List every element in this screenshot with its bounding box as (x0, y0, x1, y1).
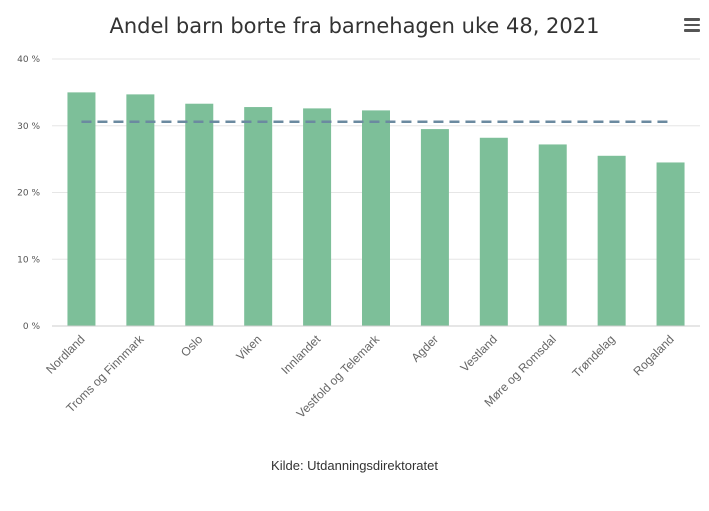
x-tick-label: Trøndelag (569, 332, 617, 380)
x-tick-label: Nordland (43, 332, 87, 376)
bar-nordland (67, 92, 96, 326)
x-tick-label: Oslo (178, 332, 206, 360)
x-tick-label: Vestland (457, 332, 499, 374)
y-tick-label: 20 % (17, 189, 40, 199)
y-tick-label: 30 % (17, 122, 40, 132)
source-note: Kilde: Utdanningsdirektoratet (271, 458, 438, 473)
y-tick-label: 40 % (17, 55, 40, 65)
x-tick-label: Rogaland (630, 332, 676, 378)
bar-viken (244, 107, 273, 326)
bar-innlandet (303, 108, 332, 327)
bar-oslo (185, 103, 214, 326)
bar-vestland (479, 137, 508, 326)
y-tick-label: 0 % (23, 322, 41, 332)
chart-title: Andel barn borte fra barnehagen uke 48, … (109, 14, 600, 38)
bar-rogaland (656, 162, 685, 326)
x-tick-label: Agder (408, 332, 441, 365)
y-tick-label: 10 % (17, 255, 40, 265)
bar-troms-og-finnmark (126, 94, 155, 326)
bar-agder (420, 129, 449, 326)
x-tick-label: Innlandet (278, 332, 323, 377)
bar-vestfold-og-telemark (362, 110, 390, 327)
bar-m-re-og-romsdal (538, 144, 567, 326)
hamburger-menu-icon[interactable] (684, 18, 700, 32)
x-tick-label: Viken (233, 332, 264, 363)
bar-tr-ndelag (597, 155, 626, 326)
